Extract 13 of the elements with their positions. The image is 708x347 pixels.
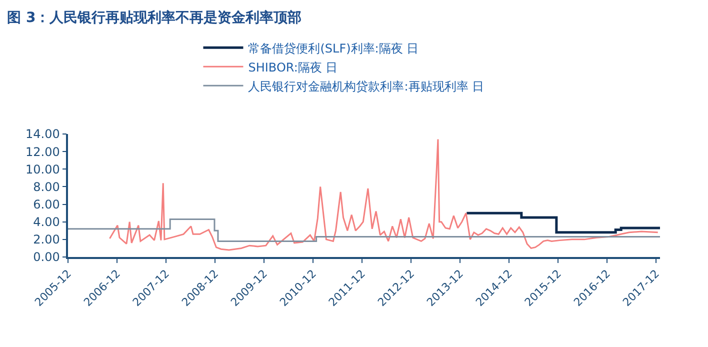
- legend-label: SHIBOR:隔夜 日: [248, 60, 338, 74]
- line-series: [108, 138, 659, 251]
- y-tick-label: 2.00: [33, 232, 60, 247]
- legend-label: 人民银行对金融机构贷款利率:再贴现利率 日: [248, 79, 484, 94]
- y-tick-label: 14.00: [25, 127, 60, 142]
- legend-label: 常备借贷便利(SLF)利率:隔夜 日: [248, 41, 419, 56]
- y-tick-label: 10.00: [25, 162, 60, 176]
- y-tick-label: 0.00: [33, 250, 60, 264]
- y-tick-label: 6.00: [33, 197, 60, 212]
- y-tick-label: 4.00: [33, 215, 60, 230]
- chart-title: 图 3：人民银行再贴现利率不再是资金利率顶部: [7, 8, 302, 26]
- y-tick-label: 12.00: [25, 144, 60, 159]
- y-tick-label: 8.00: [33, 180, 60, 194]
